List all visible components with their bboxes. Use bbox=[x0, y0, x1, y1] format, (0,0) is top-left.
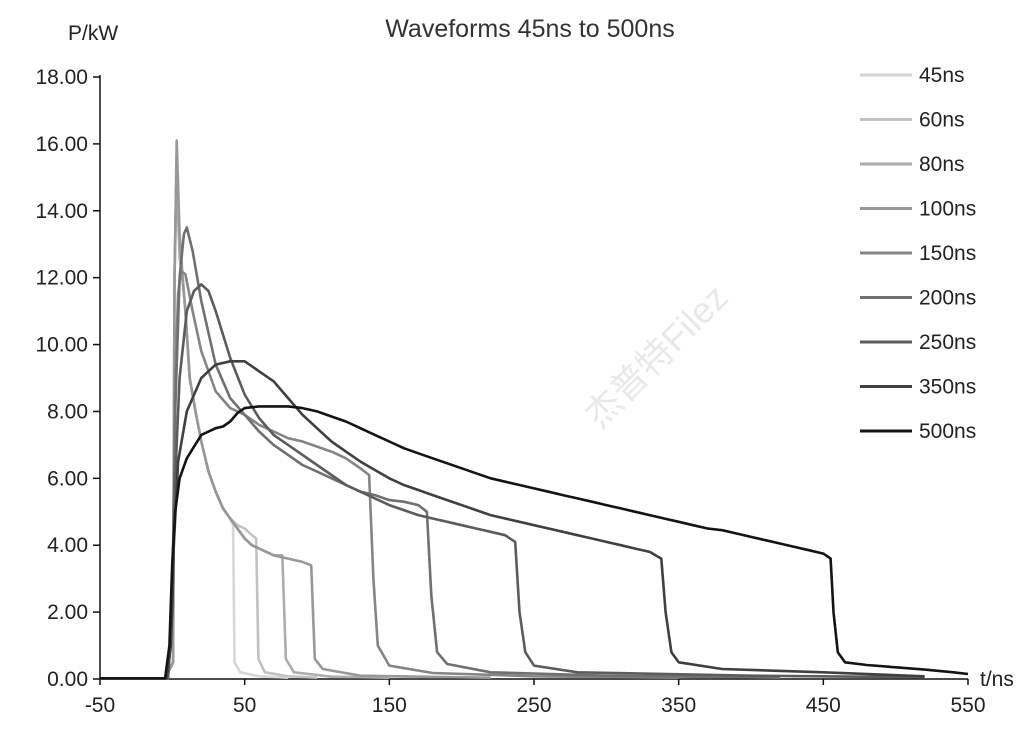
svg-text:杰普特Filez: 杰普特Filez bbox=[577, 277, 736, 436]
y-axis: 0.00 2.00 4.00 6.00 8.00 10.00 12.00 14.00 16.00… bbox=[35, 66, 101, 691]
x-tick-label: -50 bbox=[85, 694, 115, 717]
y-tick-label: 2.00 bbox=[47, 601, 88, 624]
y-tick-label: 0.00 bbox=[47, 668, 88, 691]
legend-label: 500ns bbox=[919, 420, 976, 443]
series-line-80ns bbox=[100, 172, 390, 680]
x-tick-label: 250 bbox=[516, 694, 551, 717]
x-tick-label: 150 bbox=[372, 694, 407, 717]
legend: 45ns 60ns 80ns 100ns 150ns 200ns 250ns 350ns 500… bbox=[860, 64, 976, 443]
y-tick-label: 18.00 bbox=[35, 66, 88, 89]
x-tick-label: 350 bbox=[661, 694, 696, 717]
legend-label: 80ns bbox=[919, 153, 965, 176]
legend-label: 350ns bbox=[919, 376, 976, 399]
legend-label: 60ns bbox=[919, 109, 965, 132]
series-lines bbox=[100, 139, 969, 680]
y-tick-label: 6.00 bbox=[47, 467, 88, 490]
legend-label: 45ns bbox=[919, 64, 965, 87]
y-axis-label: P/kW bbox=[68, 22, 118, 45]
legend-label: 100ns bbox=[919, 198, 976, 221]
series-line-350ns bbox=[100, 360, 925, 680]
series-line-500ns bbox=[100, 405, 969, 680]
x-tick-label: 550 bbox=[950, 694, 985, 717]
x-axis-label: t/ns bbox=[980, 668, 1014, 691]
y-tick-label: 16.00 bbox=[35, 133, 88, 156]
x-tick-label: 50 bbox=[233, 694, 256, 717]
series-line-100ns bbox=[100, 139, 491, 680]
x-axis: -50 50 150 250 350 450 550 bbox=[85, 678, 986, 717]
series-line-250ns bbox=[100, 283, 925, 680]
y-tick-label: 8.00 bbox=[47, 400, 88, 423]
legend-label: 150ns bbox=[919, 242, 976, 265]
y-tick-label: 14.00 bbox=[35, 200, 88, 223]
y-tick-label: 10.00 bbox=[35, 334, 88, 357]
chart-title: Waveforms 45ns to 500ns bbox=[385, 15, 675, 43]
x-tick-label: 450 bbox=[806, 694, 841, 717]
y-tick-label: 12.00 bbox=[35, 267, 88, 290]
y-tick-label: 4.00 bbox=[47, 534, 88, 557]
watermark: 杰普特Filez bbox=[577, 277, 736, 436]
series-line-200ns bbox=[100, 226, 780, 680]
legend-label: 200ns bbox=[919, 287, 976, 310]
legend-label: 250ns bbox=[919, 331, 976, 354]
